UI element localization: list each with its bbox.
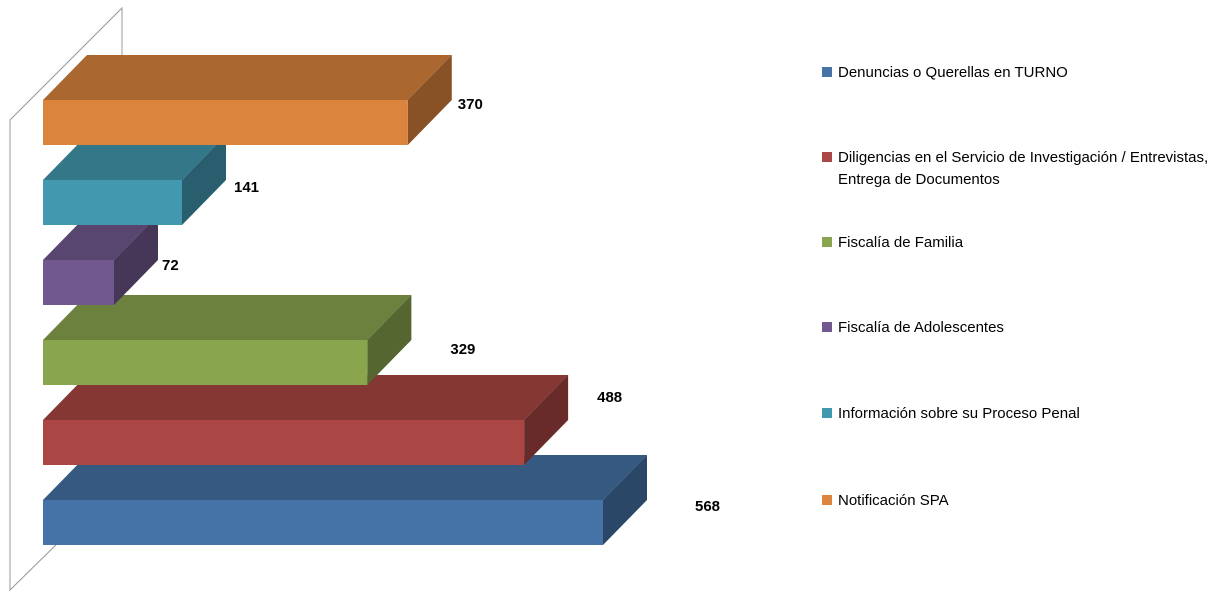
value-label: 329 [450,341,475,358]
legend-item: Fiscalía de Adolescentes [822,317,1214,339]
legend-item: Notificación SPA [822,490,1214,512]
value-label: 370 [458,96,483,113]
value-label: 72 [162,257,179,274]
bar [43,260,114,305]
bar [43,500,603,545]
bar-side [182,135,227,225]
legend-label: Fiscalía de Familia [838,234,964,251]
bar-side [113,215,158,305]
legend-swatch [822,237,832,247]
value-label: 488 [597,389,622,406]
bar-side [407,55,452,145]
legend-item: Diligencias en el Servicio de Investigac… [822,147,1214,191]
bar-side [367,295,412,385]
legend-swatch [822,152,832,162]
legend-label: Fiscalía de Adolescentes [838,319,1004,336]
bar [43,340,368,385]
legend-swatch [822,322,832,332]
value-label: 568 [695,498,720,515]
legend-swatch [822,495,832,505]
legend-label: Denuncias o Querellas en TURNO [838,64,1068,81]
legend-item: Información sobre su Proceso Penal [822,403,1214,425]
legend-label: Notificación SPA [838,492,949,509]
bar-top [43,135,227,180]
bar-top [43,375,569,420]
value-label: 141 [234,179,259,196]
bar-top [43,55,452,100]
legend-swatch [822,408,832,418]
bar-top [43,215,158,260]
legend-item: Fiscalía de Familia [822,232,1214,254]
legend-label: Información sobre su Proceso Penal [838,405,1080,422]
legend-swatch [822,67,832,77]
bar-side [524,375,569,465]
legend-item: Denuncias o Querellas en TURNO [822,62,1214,84]
bar-top [43,295,412,340]
bar [43,420,525,465]
bar [43,180,183,225]
bar-side [603,455,647,545]
legend-label: Diligencias en el Servicio de Investigac… [838,149,1209,188]
bar-top [43,455,647,500]
bar [43,100,408,145]
